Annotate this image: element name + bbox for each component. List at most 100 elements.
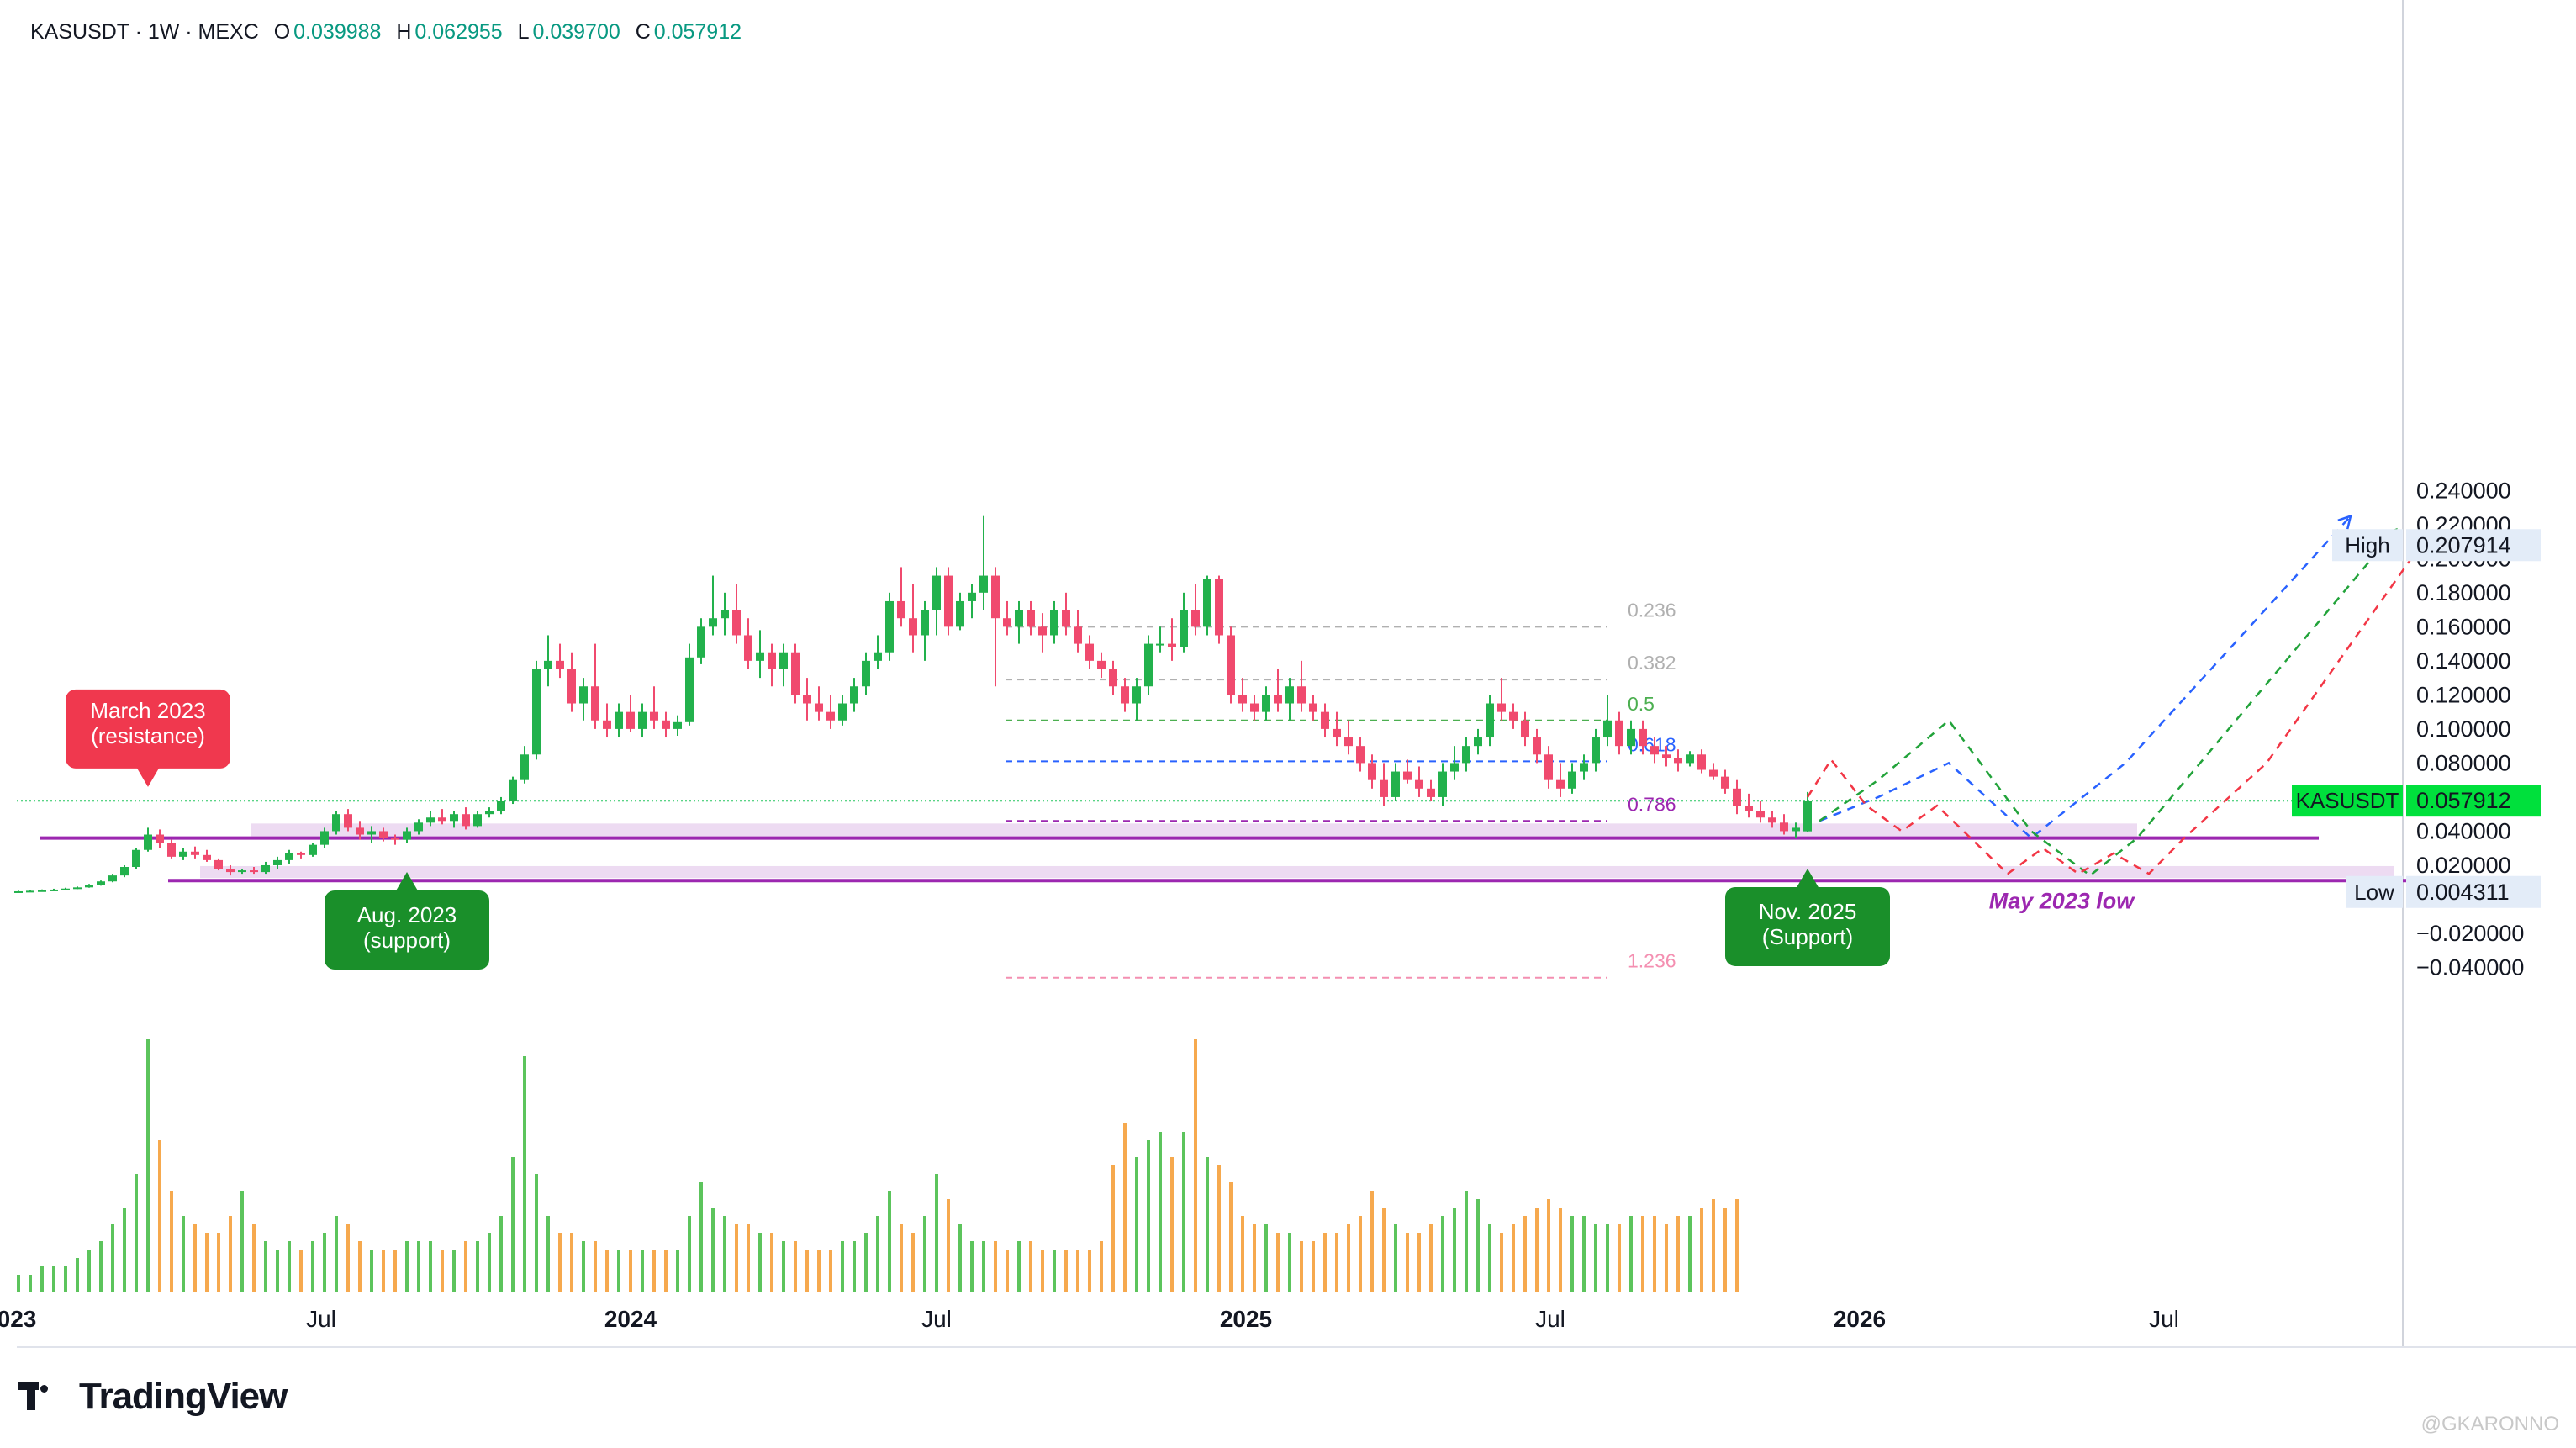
volume-bar bbox=[1641, 1216, 1644, 1292]
candle-body bbox=[1297, 686, 1306, 704]
close-label: C bbox=[635, 20, 651, 44]
price-tags: High 0.207914 KASUSDT 0.057912 Low 0.004311 bbox=[2292, 529, 2541, 908]
candle-body bbox=[226, 869, 235, 873]
volume-bar bbox=[405, 1241, 409, 1292]
candle-body bbox=[579, 686, 588, 704]
symbol-header: KASUSDT · 1W · MEXC O 0.039988 H 0.062955 … bbox=[30, 20, 745, 45]
candle-body bbox=[1650, 746, 1659, 755]
volume-bar bbox=[1147, 1140, 1150, 1292]
candle-body bbox=[1238, 695, 1247, 704]
candle-body bbox=[673, 721, 682, 729]
candle-body bbox=[1062, 610, 1070, 627]
volume-bar bbox=[40, 1266, 44, 1292]
candle-body bbox=[544, 660, 552, 669]
candle-body bbox=[214, 859, 223, 869]
volume-bar bbox=[535, 1174, 538, 1292]
candle-body bbox=[815, 703, 823, 712]
volume-bar bbox=[558, 1233, 562, 1292]
candle-body bbox=[956, 600, 964, 627]
candle-body bbox=[1544, 754, 1553, 780]
volume-bar bbox=[1053, 1250, 1056, 1292]
tradingview-logo[interactable]: TradingView bbox=[18, 1376, 288, 1418]
volume-bar bbox=[1441, 1216, 1444, 1292]
volume-bar bbox=[699, 1182, 703, 1292]
open-value: 0.039988 bbox=[293, 20, 382, 44]
candle-body bbox=[438, 817, 446, 822]
candle-body bbox=[556, 660, 564, 669]
candle-body bbox=[61, 888, 70, 890]
volume-bar bbox=[1547, 1199, 1550, 1292]
volume-bar bbox=[935, 1174, 938, 1292]
candle-body bbox=[1533, 737, 1541, 755]
volume-bar bbox=[441, 1250, 444, 1292]
volume-bar bbox=[1264, 1224, 1268, 1292]
candle-body bbox=[485, 811, 494, 815]
low-value: 0.039700 bbox=[532, 20, 620, 44]
candle-body bbox=[97, 881, 105, 885]
volume-bar bbox=[1041, 1250, 1044, 1292]
volume-bar bbox=[1500, 1233, 1503, 1292]
candle-body bbox=[1085, 643, 1094, 661]
candle-body bbox=[1368, 763, 1376, 780]
y-tick-label: 0.140000 bbox=[2416, 648, 2511, 674]
candle-body bbox=[1509, 711, 1518, 721]
volume-bar bbox=[476, 1241, 479, 1292]
price-tag-value: 0.207914 bbox=[2416, 532, 2511, 558]
volume-bar bbox=[817, 1250, 821, 1292]
candle-body bbox=[932, 575, 941, 610]
x-tick-label: Jul bbox=[921, 1306, 952, 1332]
candle-body bbox=[1250, 703, 1259, 712]
x-tick-label: 2025 bbox=[1220, 1306, 1272, 1332]
candle-body bbox=[473, 814, 482, 827]
volume-bar bbox=[1488, 1224, 1491, 1292]
candle-body bbox=[1780, 822, 1788, 832]
candle-body bbox=[532, 669, 541, 755]
volume-bar bbox=[1194, 1039, 1197, 1292]
volume-bar bbox=[782, 1241, 785, 1292]
candle-body bbox=[1768, 817, 1776, 823]
volume-bar bbox=[229, 1216, 232, 1292]
candles-layer bbox=[14, 515, 1812, 893]
volume-bar bbox=[1088, 1250, 1091, 1292]
candle-body bbox=[1603, 720, 1612, 738]
volume-bar bbox=[499, 1216, 503, 1292]
volume-bar bbox=[664, 1250, 668, 1292]
candle-body bbox=[897, 600, 905, 619]
volume-bar bbox=[276, 1250, 279, 1292]
candle-body bbox=[50, 889, 58, 891]
price-tag-label-bg bbox=[2346, 875, 2403, 908]
candle-body bbox=[1803, 801, 1812, 832]
candle-body bbox=[791, 652, 800, 695]
open-label: O bbox=[273, 20, 291, 44]
y-tick-label: −0.020000 bbox=[2416, 921, 2524, 946]
callout-1: Aug. 2023(support) bbox=[325, 872, 489, 970]
candle-body bbox=[238, 870, 246, 873]
y-tick-label: 0.120000 bbox=[2416, 682, 2511, 707]
volume-bar bbox=[770, 1233, 773, 1292]
callout-title: Aug. 2023 bbox=[357, 902, 457, 927]
volume-bar bbox=[1723, 1208, 1727, 1292]
candle-body bbox=[615, 711, 623, 729]
volume-bar bbox=[111, 1224, 114, 1292]
candle-body bbox=[367, 831, 376, 835]
price-tag-kasusdt: KASUSDT 0.057912 bbox=[2292, 785, 2541, 817]
candle-body bbox=[1462, 746, 1470, 764]
fib-label-0.786: 0.786 bbox=[1628, 793, 1676, 815]
candle-body bbox=[297, 853, 305, 855]
candle-body bbox=[156, 834, 164, 843]
volume-bar bbox=[299, 1250, 303, 1292]
candle-body bbox=[391, 838, 399, 840]
volume-bar bbox=[1570, 1216, 1574, 1292]
projection-path-blue bbox=[1819, 515, 2352, 840]
candle-body bbox=[26, 890, 34, 893]
x-tick-label: 2026 bbox=[1834, 1306, 1886, 1332]
volume-bar bbox=[264, 1241, 267, 1292]
volume-bar bbox=[1111, 1165, 1115, 1292]
volume-bar bbox=[1700, 1208, 1703, 1292]
symbol-name: KASUSDT · 1W · MEXC bbox=[30, 20, 259, 44]
volume-bar bbox=[288, 1241, 291, 1292]
candle-body bbox=[108, 875, 117, 882]
close-value: 0.057912 bbox=[653, 20, 742, 44]
volume-bar bbox=[429, 1241, 432, 1292]
